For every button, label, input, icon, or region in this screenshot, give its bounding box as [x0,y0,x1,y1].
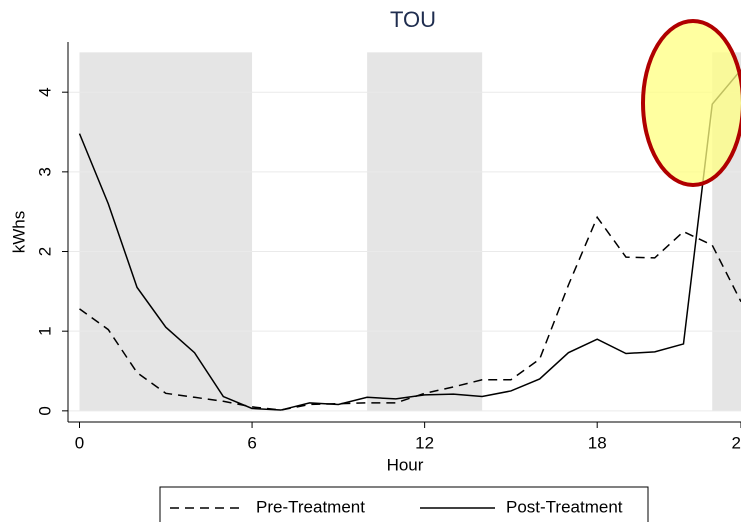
highlight-ellipse [641,19,741,187]
x-tick-label: 18 [588,433,607,452]
x-tick-label: 12 [415,433,434,452]
shaded-range [79,52,253,411]
y-tick-label: 3 [35,167,54,176]
y-tick-label: 0 [35,406,54,415]
series-line [78,69,741,411]
x-tick-label: 6 [247,433,256,452]
legend-label: Post-Treatment [506,497,623,516]
legend-box [159,486,649,522]
chart-title: TOU [390,7,436,32]
y-axis-label: kWhs [9,211,28,254]
x-tick-label: 23 [732,433,741,452]
y-tick-label: 2 [35,247,54,256]
y-tick-label: 1 [35,326,54,335]
x-tick-label: 0 [75,433,84,452]
x-axis-label: Hour [387,455,424,474]
legend-label: Pre-Treatment [256,497,365,516]
y-tick-label: 4 [35,87,54,96]
shaded-range [367,52,483,411]
